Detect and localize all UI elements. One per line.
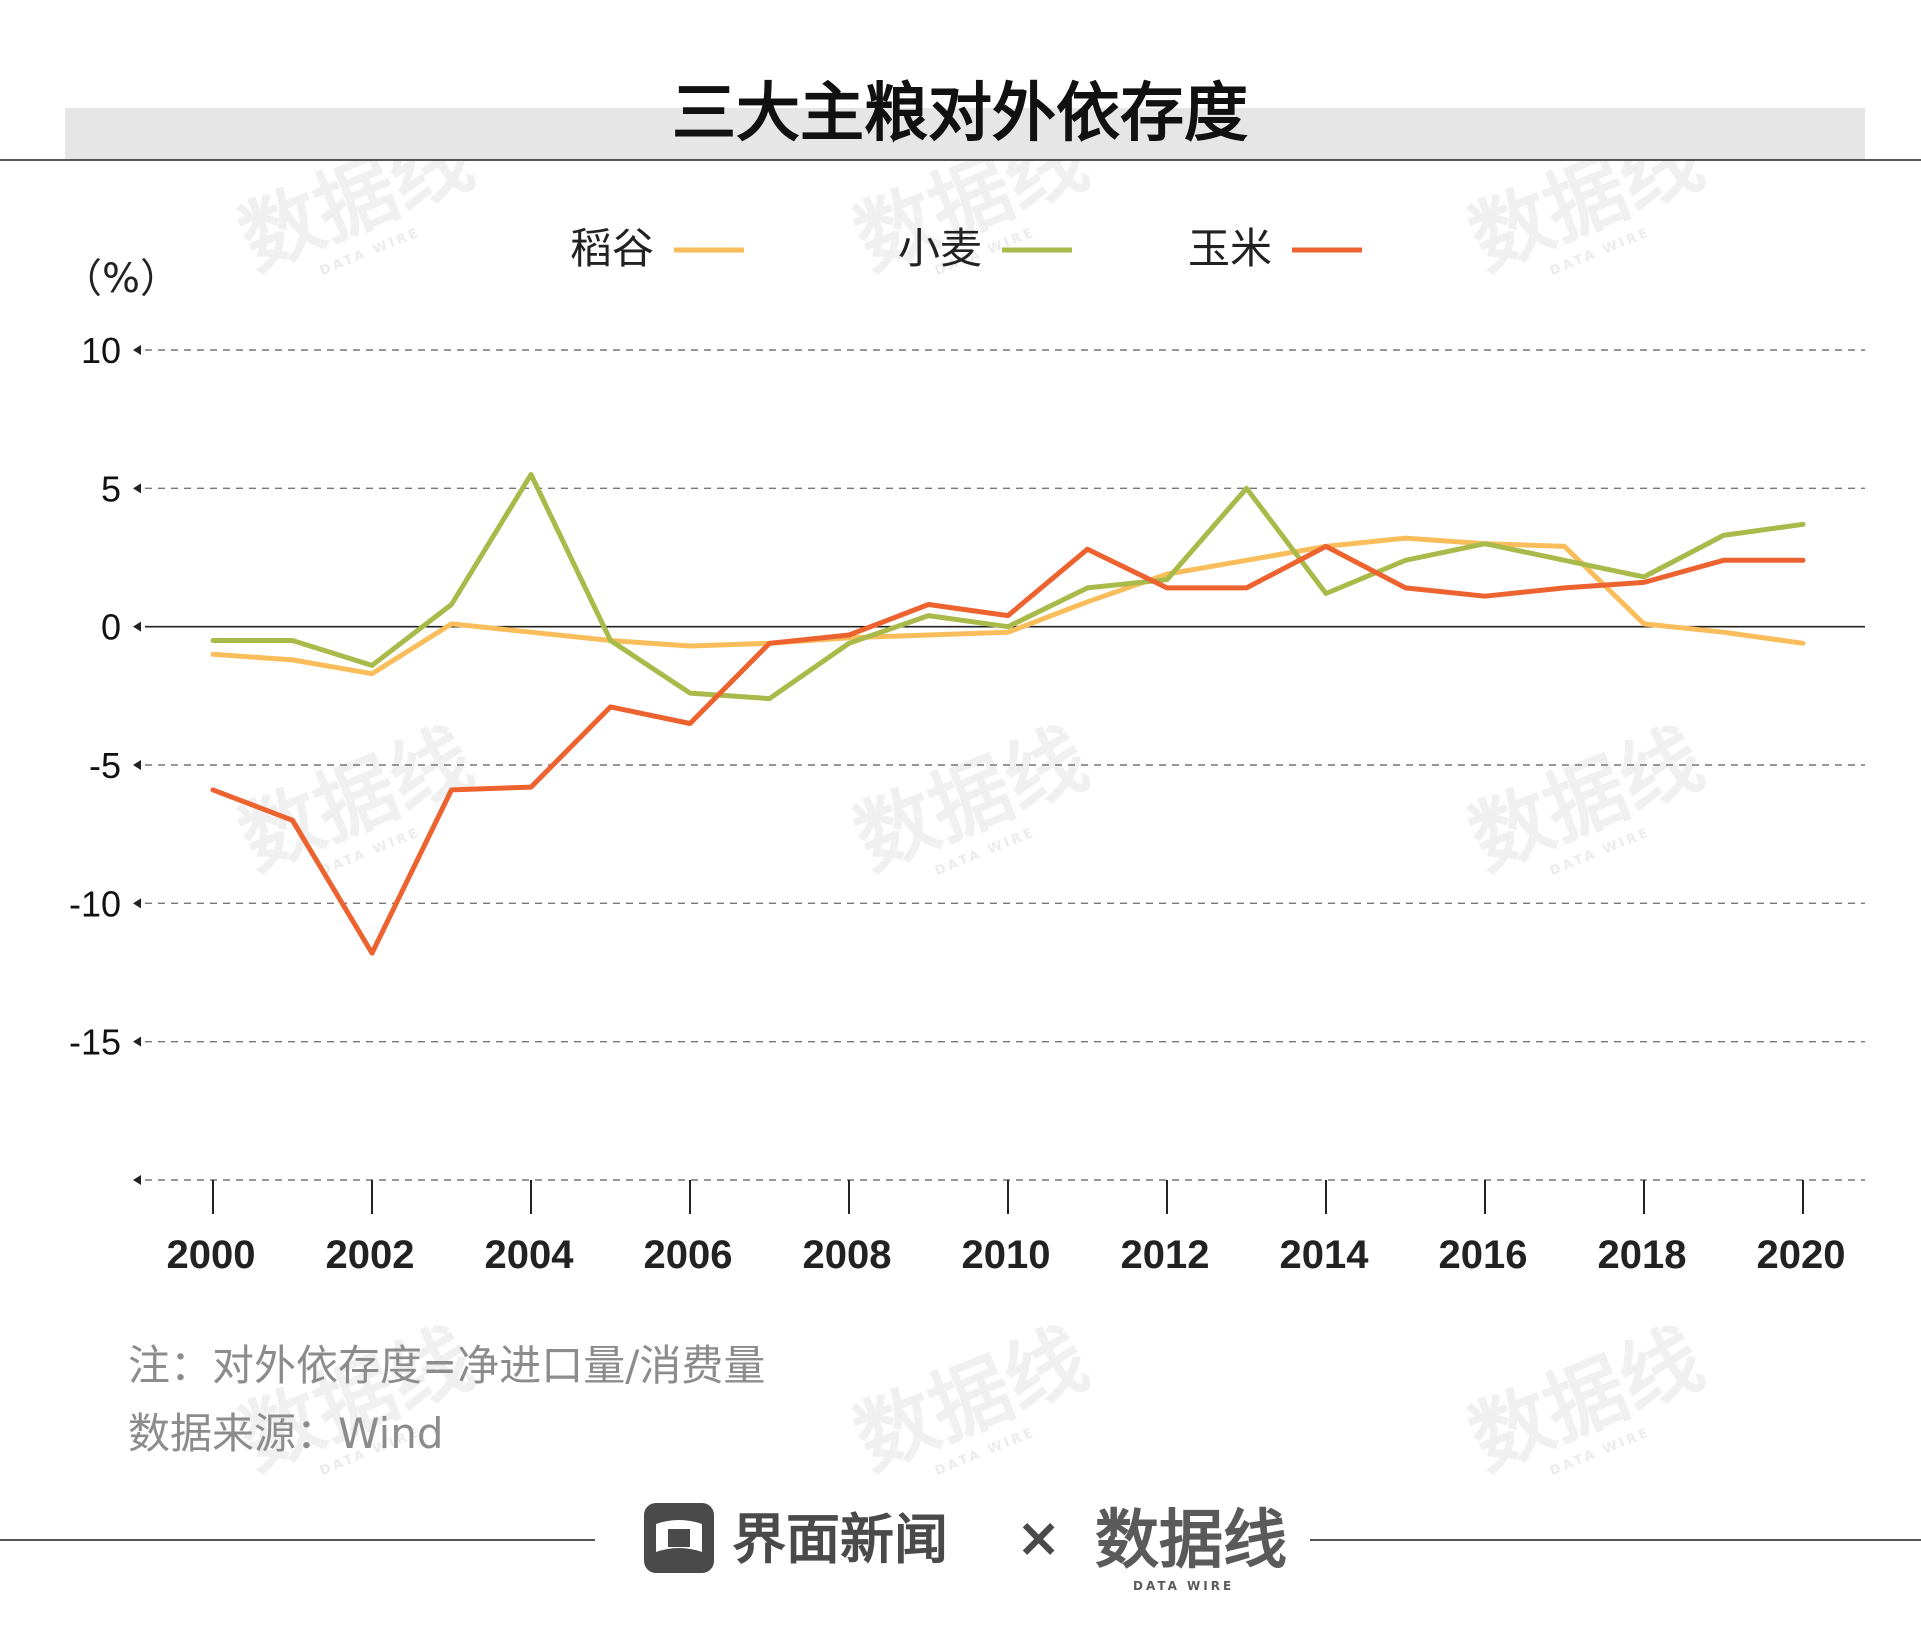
tick-marker-icon	[133, 483, 141, 494]
series-line-wheat	[210, 472, 1806, 702]
footer: 界面新闻 × 数据线 DATA WIRE	[0, 1503, 1921, 1593]
y-tick-label: -10	[69, 883, 121, 924]
brand-times: ×	[1016, 1506, 1061, 1569]
series-line-rice	[210, 535, 1806, 677]
x-tick-label: 2018	[1598, 1233, 1687, 1277]
tick-marker-icon	[133, 898, 141, 909]
x-tick-label: 2014	[1280, 1233, 1370, 1277]
x-axis: 2000 2002 2004 2006 2008 2010 2012 2014 2016 2018…	[167, 1180, 1846, 1277]
series-lines	[210, 472, 1806, 956]
x-tick-label: 2010	[962, 1233, 1051, 1277]
chart-title: 三大主粮对外依存度	[672, 77, 1248, 151]
y-tick-label: 0	[101, 607, 121, 648]
tick-marker-icon	[133, 1175, 141, 1185]
x-tick-label: 2016	[1439, 1233, 1528, 1277]
y-tick-label: -15	[69, 1022, 121, 1063]
x-tick-label: 2004	[485, 1233, 575, 1277]
x-tick-label: 2012	[1121, 1233, 1210, 1277]
legend-label-rice: 稻谷	[570, 224, 654, 273]
y-axis: 10 5 0 -5 -10 -15	[69, 330, 141, 1185]
y-tick-label: 5	[101, 468, 121, 509]
x-tick-label: 2002	[326, 1233, 415, 1277]
brand-jiemian: 界面新闻	[732, 1508, 948, 1571]
tick-marker-icon	[133, 760, 141, 770]
legend: 稻谷 小麦 玉米	[570, 224, 1362, 273]
tick-marker-icon	[133, 621, 141, 632]
brand-datawire: 数据线	[1095, 1504, 1287, 1578]
y-tick-label: 10	[81, 330, 121, 371]
jiemian-logo-icon	[644, 1503, 714, 1573]
legend-label-corn: 玉米	[1188, 224, 1272, 273]
note-source: 数据来源：Wind	[128, 1409, 444, 1458]
brand-datawire-sub: DATA WIRE	[1133, 1579, 1234, 1593]
series-line-corn	[210, 543, 1806, 956]
y-tick-label: -5	[89, 745, 121, 786]
y-unit-label: （%）	[62, 256, 180, 302]
legend-label-wheat: 小麦	[898, 224, 982, 273]
tick-marker-icon	[133, 1036, 141, 1047]
title-band	[65, 108, 1865, 160]
x-tick-label: 2020	[1757, 1233, 1846, 1277]
grid	[145, 349, 1865, 1181]
x-tick-label: 2006	[644, 1233, 733, 1277]
x-tick-label: 2008	[803, 1233, 892, 1277]
note-formula: 注：对外依存度=净进口量/消费量	[128, 1341, 765, 1390]
x-tick-label: 2000	[167, 1233, 256, 1277]
tick-marker-icon	[133, 345, 141, 355]
